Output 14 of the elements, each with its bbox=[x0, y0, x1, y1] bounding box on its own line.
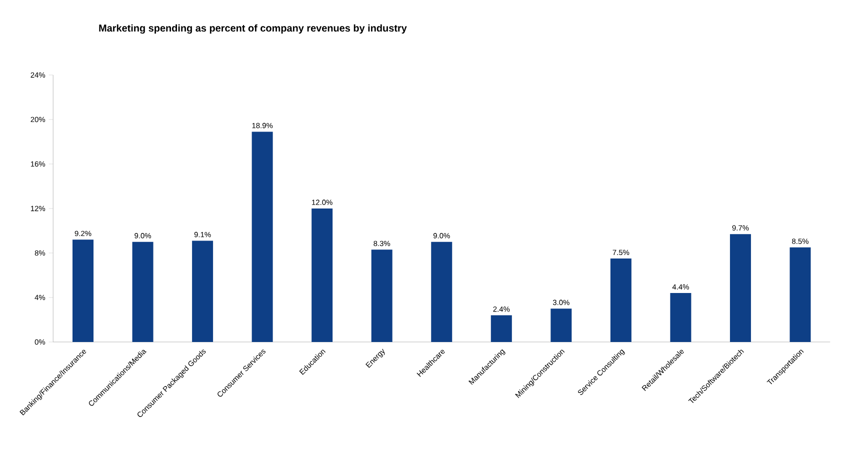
bar bbox=[790, 247, 811, 342]
bar bbox=[670, 293, 692, 342]
bar bbox=[72, 240, 94, 342]
bar bbox=[252, 132, 273, 342]
bar bbox=[730, 234, 751, 342]
bar bbox=[371, 250, 392, 342]
bar bbox=[550, 308, 572, 342]
bar bbox=[431, 242, 452, 342]
bar bbox=[192, 240, 214, 342]
bar bbox=[610, 258, 632, 342]
bar bbox=[312, 208, 333, 342]
chart-title: Marketing spending as percent of company revenues by industry bbox=[99, 24, 407, 34]
bar bbox=[490, 315, 512, 342]
bar bbox=[132, 242, 154, 342]
